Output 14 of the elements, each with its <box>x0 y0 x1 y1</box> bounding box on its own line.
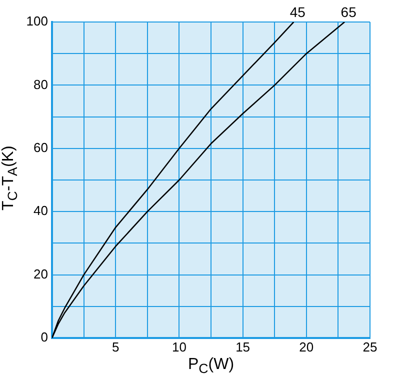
x-axis-title: P$_{C}$(W) <box>186 356 236 376</box>
x-tick-label: 25 <box>362 339 378 354</box>
y-tick-label: 100 <box>26 14 48 29</box>
x-tick-label: 15 <box>236 339 250 354</box>
y-tick-label: 40 <box>34 203 48 218</box>
y-tick-label: 0 <box>40 330 48 345</box>
x-tick-label: 20 <box>299 339 314 354</box>
y-tick-label: 80 <box>34 76 48 92</box>
x-tick-label: 10 <box>172 339 186 354</box>
series-label: 65 <box>340 4 357 20</box>
x-tick-label: 5 <box>112 339 120 354</box>
y-tick-label: 20 <box>34 266 48 282</box>
series-label: 45 <box>290 4 306 20</box>
y-tick-label: 60 <box>34 140 48 155</box>
